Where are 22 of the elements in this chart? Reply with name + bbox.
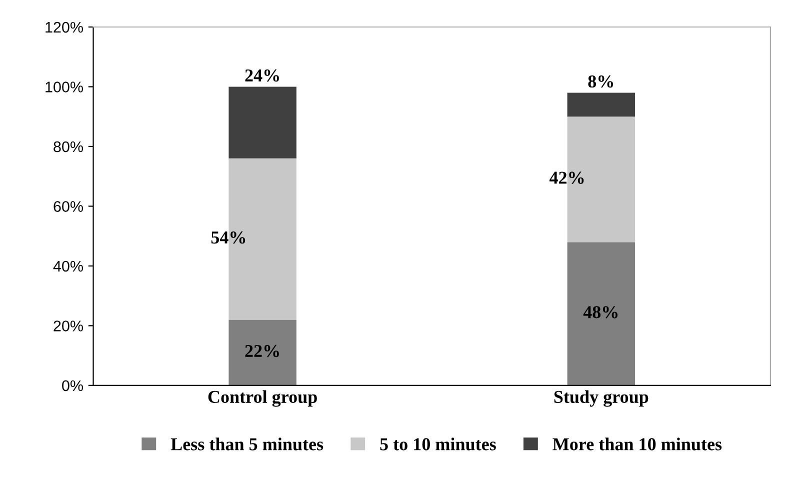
data-label: 48% bbox=[583, 306, 618, 318]
y-tick-label: 40% bbox=[53, 260, 83, 272]
y-tick-label: 20% bbox=[54, 320, 83, 332]
legend-label: Less than 5 minutes bbox=[170, 438, 324, 450]
bar bbox=[228, 320, 296, 386]
data-label: 54% bbox=[211, 231, 246, 244]
bar bbox=[228, 86, 296, 158]
data-label: 24% bbox=[245, 69, 279, 82]
y-tick-label: 60% bbox=[54, 201, 83, 212]
y-tick-label: 120% bbox=[46, 22, 83, 33]
bar bbox=[567, 242, 636, 386]
data-label: 22% bbox=[245, 344, 279, 358]
x-tick-label: Study group bbox=[554, 390, 648, 407]
y-tick-label: 100% bbox=[46, 82, 83, 92]
data-label: 42% bbox=[549, 172, 584, 184]
legend-label: 5 to 10 minutes bbox=[380, 438, 496, 450]
x-tick-label: Control group bbox=[208, 390, 317, 407]
legend-label: More than 10 minutes bbox=[552, 438, 722, 450]
data-label: 8% bbox=[588, 75, 614, 88]
y-tick-label: 80% bbox=[54, 141, 83, 152]
bar bbox=[567, 92, 636, 117]
y-tick-label: 0% bbox=[62, 380, 83, 392]
